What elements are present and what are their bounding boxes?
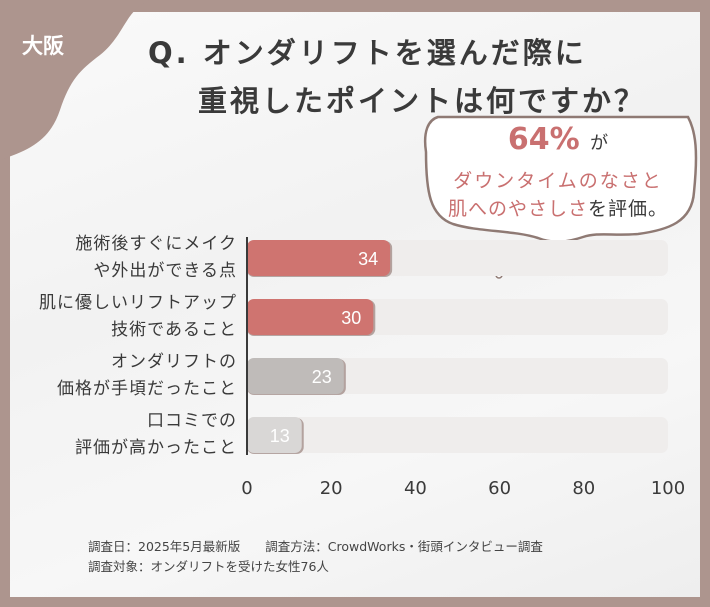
page-title-line1: Q. オンダリフトを選んだ際に [148, 36, 587, 70]
category-label: オンダリフトの価格が手頃だったこと [57, 349, 237, 403]
bar-value-label: 30 [341, 308, 361, 328]
category-label-line: 技術であること [111, 320, 237, 340]
bar [247, 240, 391, 276]
x-tick-label: 80 [572, 478, 596, 499]
callout-line1: ダウンタイムのなさと [453, 170, 663, 192]
category-label-line: 口コミでの [147, 411, 237, 431]
page-title-line2: 重視したポイントは何ですか？ [198, 84, 647, 118]
x-tick-label: 20 [319, 478, 343, 499]
footer-survey-target: 調査対象：オンダリフトを受けた女性76人 [88, 559, 329, 574]
footer-survey-info: 調査日：2025年5月最新版 調査方法：CrowdWorks・街頭インタビュー調… [88, 539, 543, 554]
speech-bubble [423, 115, 698, 243]
bar-value-label: 13 [270, 426, 290, 446]
category-label: 肌に優しいリフトアップ技術であること [39, 290, 237, 344]
x-tick-label: 0 [241, 478, 253, 499]
bar [247, 358, 344, 394]
category-label-line: 評価が高かったこと [75, 438, 237, 458]
region-badge: 大阪 [22, 34, 64, 58]
category-label-line: オンダリフトの [111, 352, 237, 372]
x-tick-label: 40 [403, 478, 427, 499]
category-label: 施術後すぐにメイクや外出ができる点 [75, 231, 237, 285]
category-label-line: 施術後すぐにメイク [75, 234, 237, 254]
category-label-line: 肌に優しいリフトアップ [39, 293, 237, 313]
x-tick-label: 60 [488, 478, 512, 499]
region-badge-shape [0, 0, 150, 160]
callout-percent: 64% が [507, 122, 609, 157]
bar [247, 417, 302, 453]
callout-line2: 肌へのやさしさを評価。 [447, 198, 669, 220]
bar-track [247, 358, 668, 394]
bar [247, 299, 374, 335]
category-label: 口コミでの評価が高かったこと [75, 408, 237, 462]
bar-value-label: 23 [312, 367, 332, 387]
category-label-line: 価格が手頃だったこと [57, 379, 237, 399]
bar-value-label: 34 [358, 249, 378, 269]
bar-track [247, 417, 668, 453]
category-label-line: や外出ができる点 [93, 261, 237, 281]
x-tick-label: 100 [650, 478, 686, 499]
